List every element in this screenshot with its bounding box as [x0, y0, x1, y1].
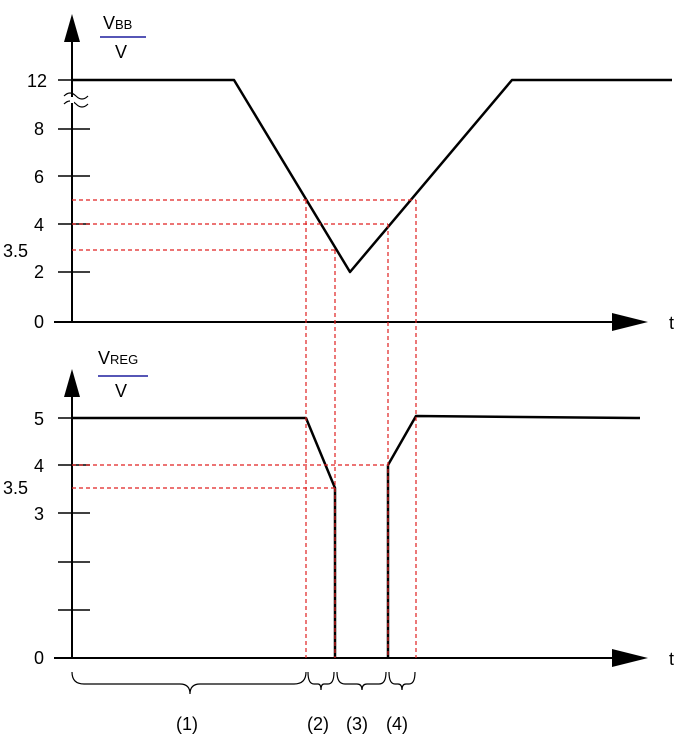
vbb-y-label: VBB: [103, 13, 132, 33]
vreg-y-unit: V: [115, 381, 127, 401]
vbb-plot: t VBB V 12 8 6 4 3.5 2 0: [3, 13, 674, 333]
vbb-tick-label-6: 6: [34, 167, 44, 187]
phase-label-4: (4): [386, 714, 408, 734]
guide-lines: [72, 199, 417, 658]
vreg-x-axis-label: t: [669, 649, 674, 669]
vbb-y-label-main: V: [103, 13, 115, 33]
phase-braces: (1) (2) (3) (4): [71, 671, 416, 734]
vreg-y-label-main: V: [98, 348, 110, 368]
vreg-curve-recover: [386, 414, 641, 658]
phase-label-3: (3): [346, 714, 368, 734]
brace-phase-2: [307, 671, 335, 691]
phase-label-2: (2): [307, 714, 329, 734]
vreg-tick-label-0: 0: [34, 648, 44, 668]
vreg-x-axis-arrow: [612, 649, 648, 667]
vbb-y-label-sub: BB: [115, 17, 132, 32]
vbb-axis-break-icon: [63, 92, 89, 108]
vbb-tick-label-8: 8: [34, 119, 44, 139]
vreg-tick-label-4: 4: [34, 456, 44, 476]
vreg-tick-label-3: 3: [34, 504, 44, 524]
vbb-y-axis-arrow: [64, 14, 80, 42]
vbb-x-axis-label: t: [669, 313, 674, 333]
vreg-y-axis-arrow: [64, 369, 80, 397]
vreg-tick-label-3-5: 3.5: [3, 478, 28, 498]
brace-phase-4: [388, 671, 416, 691]
brace-phase-1: [71, 671, 307, 695]
phase-label-1: (1): [176, 714, 198, 734]
vreg-tick-label-5: 5: [34, 409, 44, 429]
brace-phase-3: [336, 671, 387, 691]
vbb-curve: [72, 78, 672, 274]
vreg-plot: t VREG V 5 4 3.5 3 0: [3, 348, 674, 669]
vbb-tick-label-12: 12: [27, 71, 47, 91]
vbb-tick-label-3-5: 3.5: [3, 241, 28, 261]
vbb-y-unit: V: [115, 42, 127, 62]
vreg-y-label: VREG: [98, 348, 138, 368]
vreg-y-label-sub: REG: [110, 352, 138, 367]
vreg-curve-drop: [72, 416, 337, 658]
vbb-x-axis-arrow: [612, 313, 648, 331]
vbb-tick-label-2: 2: [34, 262, 44, 282]
vbb-axis-break-gap: [70, 97, 74, 103]
vbb-tick-label-0: 0: [34, 312, 44, 332]
vbb-tick-label-4: 4: [34, 215, 44, 235]
